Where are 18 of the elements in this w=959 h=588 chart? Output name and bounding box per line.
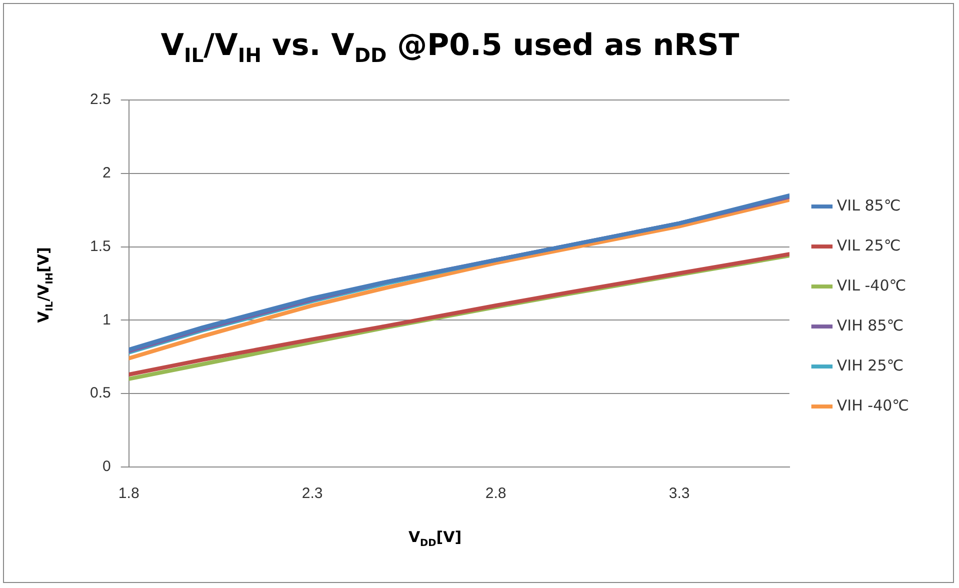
- legend-label: VIH 25℃: [836, 356, 904, 374]
- legend-label: VIH -40℃: [836, 396, 909, 414]
- y-tick-label: 1: [102, 311, 111, 328]
- x-tick-label: 2.8: [485, 485, 506, 502]
- x-tick-label: 1.8: [118, 485, 140, 502]
- legend-label: VIH 85℃: [836, 316, 904, 334]
- y-tick-label: 2.5: [90, 91, 111, 108]
- x-axis-title: V$_{DD}$[V]: [407, 528, 463, 549]
- y-tick-label: 2: [102, 164, 111, 182]
- y-tick-label: 0: [102, 458, 111, 476]
- x-tick-label: 3.3: [668, 485, 690, 502]
- x-tick-label: 2.3: [302, 485, 323, 502]
- y-tick-label: 1.5: [90, 238, 111, 255]
- y-tick-label: 0.5: [90, 384, 111, 402]
- legend-label: VIL -40℃: [836, 276, 906, 294]
- legend-label: VIL 25℃: [836, 236, 901, 254]
- legend-label: VIL 85℃: [836, 196, 901, 214]
- chart-title: V$_{IL}$/V$_{IH}$ vs. V$_{DD}$ @P0.5 used as nRST: [160, 28, 740, 67]
